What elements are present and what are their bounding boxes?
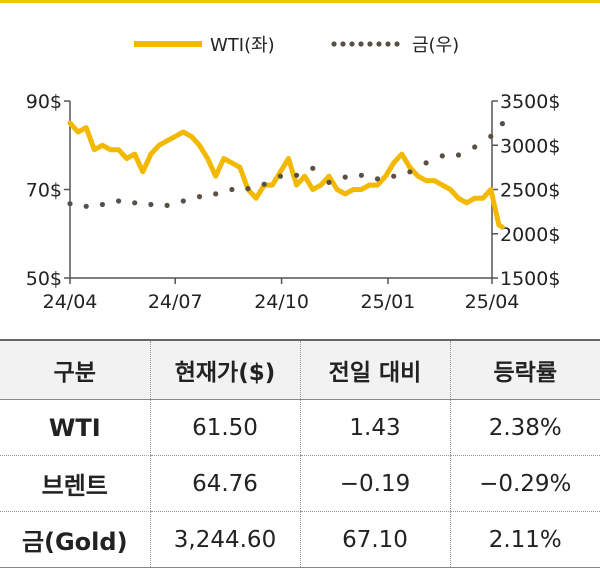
row-rate: 2.38% xyxy=(449,399,600,456)
price-chart: WTI(좌) 금(우) 50$ 70$ 90$ 1500$ 2000$ 2500$ 3000$… xyxy=(26,35,561,313)
x-tick-label: 25/01 xyxy=(361,291,416,313)
data-point xyxy=(423,160,429,166)
data-point xyxy=(148,201,154,208)
header-rate: 등락률 xyxy=(449,339,600,400)
data-point xyxy=(132,200,138,206)
data-point xyxy=(116,198,122,204)
data-point xyxy=(67,201,73,207)
data-point xyxy=(439,153,445,159)
legend-swatch-gold-dot xyxy=(340,41,346,47)
chart-axes: 50$ 70$ 90$ 1500$ 2000$ 2500$ 3000$ 3500$ 24/04 2… xyxy=(26,91,561,313)
y-right-tick-label: 2000$ xyxy=(500,224,560,246)
header-price: 현재가($) xyxy=(149,339,300,400)
data-point xyxy=(455,152,462,158)
row-change: 1.43 xyxy=(299,399,450,456)
legend-swatch-gold-dot xyxy=(376,41,382,47)
legend-swatch-gold-dot xyxy=(358,41,364,47)
y-left-tick-label: 50$ xyxy=(26,268,62,290)
header-change: 전일 대비 xyxy=(299,339,450,400)
data-point xyxy=(229,186,235,193)
row-rate: −0.29% xyxy=(449,455,600,512)
data-point xyxy=(310,165,316,171)
legend-swatch-gold-dot xyxy=(349,41,355,47)
row-name: 금(Gold) xyxy=(0,511,150,568)
x-tick-label: 24/04 xyxy=(43,291,98,313)
y-right-tick-label: 2500$ xyxy=(500,180,560,202)
y-left-tick-label: 90$ xyxy=(26,91,62,113)
data-point xyxy=(277,173,283,179)
series-1 xyxy=(67,121,505,209)
header-category: 구분 xyxy=(0,339,150,400)
row-change: 67.10 xyxy=(299,511,450,568)
data-point xyxy=(164,202,170,208)
legend-swatch-gold-dot xyxy=(385,41,391,47)
y-right-tick-label: 3000$ xyxy=(500,135,560,157)
x-tick-label: 24/07 xyxy=(148,291,203,313)
data-point xyxy=(374,176,381,182)
legend-label-wti: WTI(좌) xyxy=(210,35,275,56)
data-point xyxy=(261,181,267,187)
top-accent-rule xyxy=(0,0,600,3)
table-row: WTI 61.50 1.43 2.38% xyxy=(0,399,600,456)
data-point xyxy=(294,172,300,178)
data-point xyxy=(213,191,219,197)
legend-swatch-gold-dot xyxy=(394,41,400,47)
legend-label-gold: 금(우) xyxy=(412,35,459,56)
chart-legend: WTI(좌) 금(우) xyxy=(134,35,459,56)
row-change: −0.19 xyxy=(299,455,450,512)
series-line xyxy=(67,120,505,230)
data-point xyxy=(196,194,203,200)
data-point xyxy=(326,179,332,185)
y-left-tick-label: 70$ xyxy=(26,180,62,202)
series-0 xyxy=(67,120,505,230)
legend-swatch-gold-dot xyxy=(331,41,337,47)
row-price: 3,244.60 xyxy=(149,511,300,568)
x-tick-label: 24/10 xyxy=(254,291,309,313)
data-point xyxy=(342,174,348,180)
data-point xyxy=(83,203,89,209)
y-right-tick-label: 3500$ xyxy=(500,91,560,113)
data-point xyxy=(180,198,186,204)
row-name: 브렌트 xyxy=(0,455,150,512)
data-point xyxy=(472,144,478,150)
y-right-tick-label: 1500$ xyxy=(500,268,560,290)
data-point xyxy=(391,173,397,179)
table-row: 금(Gold) 3,244.60 67.10 2.11% xyxy=(0,511,600,568)
data-point xyxy=(488,133,494,139)
table-header-row: 구분 현재가($) 전일 대비 등락률 xyxy=(0,339,600,400)
row-price: 64.76 xyxy=(149,455,300,512)
chart-series xyxy=(67,120,505,230)
legend-swatch-gold-dot xyxy=(367,41,373,47)
row-name: WTI xyxy=(0,399,150,456)
table-row: 브렌트 64.76 −0.19 −0.29% xyxy=(0,455,600,512)
data-point xyxy=(407,169,413,175)
x-tick-label: 25/04 xyxy=(465,291,520,313)
data-point xyxy=(358,172,364,178)
row-rate: 2.11% xyxy=(449,511,600,568)
data-point xyxy=(499,121,505,127)
row-price: 61.50 xyxy=(149,399,300,456)
price-table: 구분 현재가($) 전일 대비 등락률 WTI 61.50 1.43 2.38%… xyxy=(0,339,600,568)
data-point xyxy=(99,201,105,208)
data-point xyxy=(245,186,251,192)
